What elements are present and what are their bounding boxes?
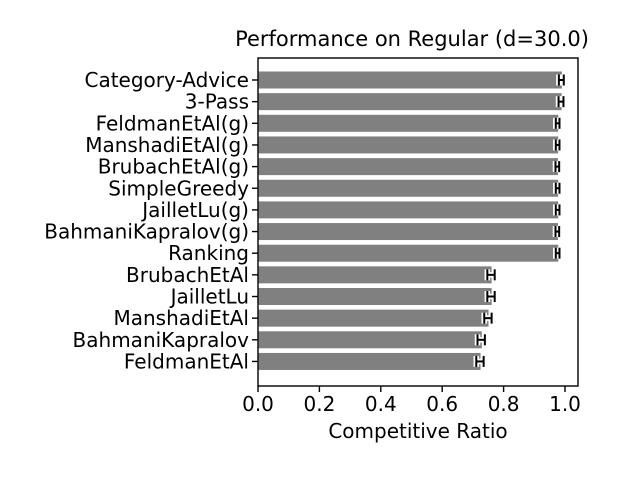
y-axis-category-label: 3-Pass <box>185 90 249 114</box>
x-tick-label: 0.2 <box>303 392 335 416</box>
y-axis-category-label: BrubachEtAl <box>126 263 249 287</box>
x-tick-label: 0.4 <box>365 392 397 416</box>
bar <box>258 244 559 262</box>
bar <box>258 223 558 241</box>
y-axis-category-label: FeldmanEtAl(g) <box>96 111 249 135</box>
y-axis-category-label: FeldmanEtAl <box>124 349 249 373</box>
y-axis-category-label: BahmaniKapralov <box>73 328 250 352</box>
bar <box>258 114 559 132</box>
y-axis-category-label: JailletLu <box>169 285 249 309</box>
x-tick-label: 0.8 <box>488 392 520 416</box>
bar <box>258 331 482 349</box>
y-axis-category-label: Category-Advice <box>84 68 249 92</box>
bar <box>258 179 559 197</box>
x-tick-label: 0.0 <box>242 392 274 416</box>
bar <box>258 201 559 219</box>
y-axis-category-label: SimpleGreedy <box>108 176 249 200</box>
y-axis-category-label: ManshadiEtAl <box>113 306 249 330</box>
bar <box>258 288 492 305</box>
bar <box>258 136 559 154</box>
bar <box>258 158 558 176</box>
chart-title: Performance on Regular (d=30.0) <box>235 27 589 51</box>
plot-area: 0.0 0.2 0.4 0.6 0.8 1.0Category-Advice3-PassF… <box>44 57 581 416</box>
bar <box>258 93 562 111</box>
bar <box>258 309 489 327</box>
bar <box>258 71 562 89</box>
x-axis-label: Competitive Ratio <box>328 419 507 443</box>
y-axis-category-label: BrubachEtAl(g) <box>98 155 249 179</box>
x-tick-label: 1.0 <box>549 392 581 416</box>
bar <box>258 266 492 284</box>
y-axis-category-label: JailletLu(g) <box>140 198 249 222</box>
bar <box>258 352 481 370</box>
axis-frame <box>257 57 579 387</box>
y-axis-category-label: BahmaniKapralov(g) <box>44 220 249 244</box>
y-axis-category-label: ManshadiEtAl(g) <box>85 133 249 157</box>
y-axis-category-label: Ranking <box>168 241 249 265</box>
x-tick-label: 0.6 <box>426 392 458 416</box>
